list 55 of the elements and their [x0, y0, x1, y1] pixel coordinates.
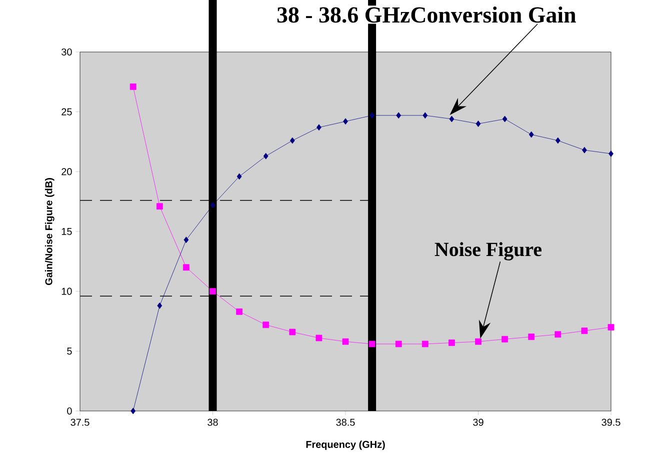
x-tick-label: 37.5: [70, 418, 90, 426]
y-tick-label: 25: [62, 108, 72, 116]
point: [263, 152, 268, 160]
point: [554, 331, 562, 338]
point: [555, 137, 560, 144]
x-tick-label: 39.5: [602, 418, 620, 426]
point: [449, 116, 454, 122]
point: [343, 118, 348, 125]
point: [156, 203, 163, 210]
y-axis-title: Gain/Noise Figure (dB): [44, 178, 54, 286]
point: [396, 112, 402, 119]
y-tick-label: 5: [67, 348, 72, 355]
point: [582, 146, 587, 154]
point: [210, 202, 216, 208]
point: [183, 264, 190, 271]
point: [528, 131, 534, 138]
y-tick-label: 30: [62, 48, 72, 56]
point: [210, 288, 216, 295]
point: [608, 324, 614, 330]
x-axis-title: Frequency (GHz): [306, 440, 385, 450]
point: [157, 302, 162, 309]
point: [502, 336, 508, 342]
x-tick-label: 39: [473, 418, 484, 426]
text: 38 - 38.6 GHz: [277, 7, 410, 23]
y-tick-label: 10: [62, 288, 72, 295]
point: [316, 334, 322, 342]
point: [422, 340, 428, 348]
y-tick-label: 0: [67, 407, 72, 415]
text: Conversion Gain: [411, 6, 576, 23]
point: [184, 236, 189, 244]
y-tick-label: 20: [62, 168, 72, 176]
point: [130, 408, 136, 414]
point: [395, 340, 402, 348]
point: [370, 112, 375, 119]
point: [130, 83, 136, 90]
point: [476, 120, 481, 127]
point: [502, 116, 508, 122]
point: [581, 328, 588, 334]
x-tick-label: 38.5: [336, 418, 355, 426]
y-tick-label: 15: [62, 228, 72, 235]
point: [236, 173, 242, 180]
x-tick-label: 38: [208, 418, 218, 426]
point: [422, 112, 428, 119]
point: [316, 124, 322, 131]
point: [262, 322, 270, 328]
point: [368, 340, 376, 348]
point: [290, 137, 295, 144]
point: [608, 150, 614, 157]
point: [236, 308, 243, 315]
point: [289, 328, 296, 336]
point: [475, 338, 482, 345]
annotation: Noise Figure: [434, 242, 542, 260]
point: [528, 334, 535, 340]
point: [448, 340, 455, 346]
point: [342, 338, 349, 345]
